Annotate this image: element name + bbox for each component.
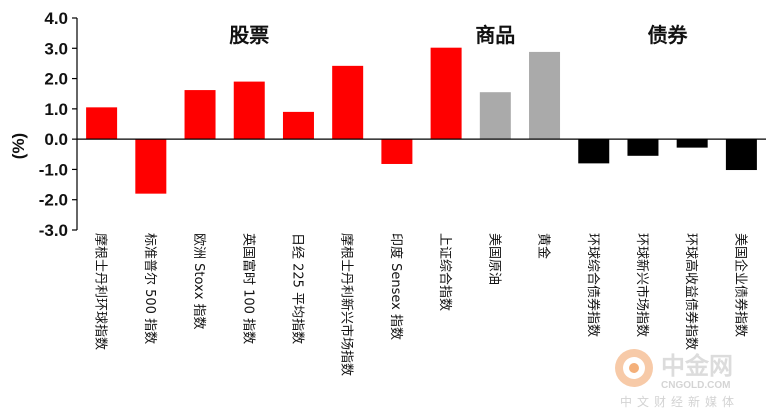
category-label: 上证综合指数 [437,233,452,311]
category-label: 摩根士丹利环球指数 [93,233,109,350]
bar [381,139,413,164]
category-label: 英国富时 100 指数 [240,233,256,344]
watermark-brand-cn: 中金网 [661,352,733,380]
group-label: 股票 [229,23,269,47]
category-label: 摩根士丹利新兴市场指数 [339,233,355,376]
category-labels: 摩根士丹利环球指数 标准普尔 500 指数 欧洲 Stoxx 指数 英国富时 100 … [93,233,749,376]
y-axis-ticks: 4.0 3.0 2.0 1.0 0.0 -1.0 -2.0 -3.0 [39,9,77,240]
category-label: 标准普尔 500 指数 [142,233,157,344]
bar [578,139,610,164]
y-tick-label: 0.0 [44,130,68,149]
y-tick-label: -3.0 [39,221,68,240]
group-label-background [217,20,282,48]
bar [135,139,167,194]
bar [479,92,511,140]
bar [627,139,659,156]
y-tick-label: 4.0 [44,9,68,28]
y-tick-label: -2.0 [39,191,68,210]
group-label: 债券 [648,23,689,47]
category-label: 环球综合债券指数 [585,233,601,337]
category-label: 美国原油 [486,233,501,285]
bar [725,139,757,171]
category-label: 黄金 [536,233,552,259]
bar [332,65,364,140]
bar [184,90,216,140]
group-labels: 股票 商品 债券 [217,20,723,48]
group-label-background [463,20,528,48]
category-label: 日经 225 平均指数 [289,233,304,344]
watermark-brand-en: CNGOLD.COM [661,380,730,391]
group-label: 商品 [475,23,515,47]
category-label: 环球高收益债券指数 [683,233,699,350]
category-label: 环球新兴市场指数 [634,233,650,337]
y-tick-label: 3.0 [44,39,68,58]
y-axis-label: (%) [9,133,28,159]
bar [282,111,314,140]
bar [529,51,561,140]
bar-series [86,47,757,194]
bar [233,81,265,140]
bar [86,107,118,140]
watermark-tagline: 中文财经新媒体 [620,394,739,409]
bar [676,139,708,148]
bar [430,47,462,140]
group-label-background [612,20,723,48]
category-label: 欧洲 Stoxx 指数 [191,233,206,330]
y-tick-label: 2.0 [44,70,68,89]
watermark-logo: 中金网 CNGOLD.COM 中文财经新媒体 [615,349,739,409]
y-tick-label: 1.0 [44,100,68,119]
y-tick-label: -1.0 [39,160,68,179]
category-label: 美国企业债券指数 [732,233,748,337]
category-label: 印度 Sensex 指数 [388,233,404,340]
